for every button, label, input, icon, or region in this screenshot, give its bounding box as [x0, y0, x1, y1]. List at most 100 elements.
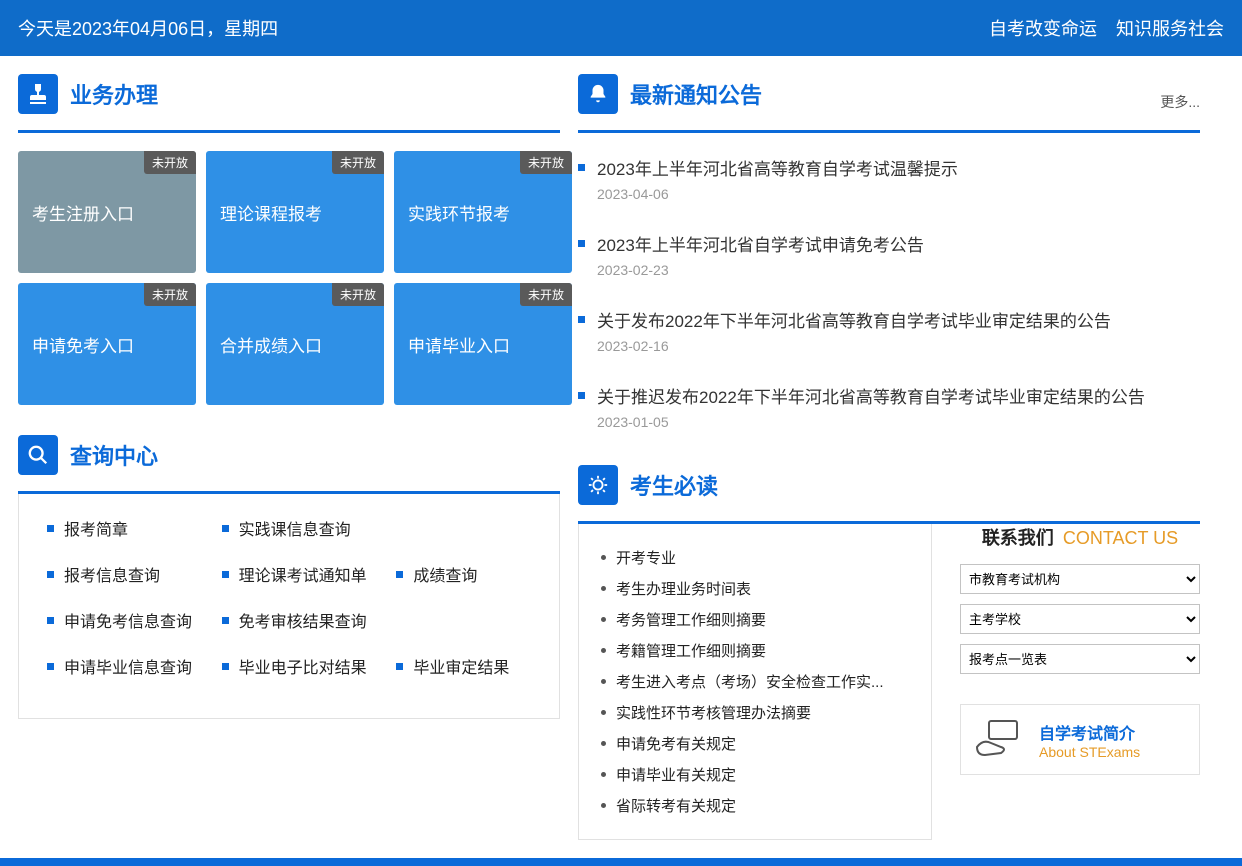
bullet-icon [47, 617, 54, 624]
tile-label: 理论课程报考 [220, 200, 370, 225]
search-icon [18, 435, 58, 475]
service-tile[interactable]: 未开放申请免考入口 [18, 283, 196, 405]
query-label: 成绩查询 [413, 562, 477, 586]
query-item[interactable]: 免考审核结果查询 [204, 608, 375, 632]
notice-title-text: 2023年上半年河北省高等教育自学考试温馨提示 [597, 155, 958, 180]
service-tile[interactable]: 未开放考生注册入口 [18, 151, 196, 273]
bullet-icon [47, 663, 54, 670]
contact-en: CONTACT US [1063, 528, 1178, 548]
query-label: 报考信息查询 [64, 562, 160, 586]
tile-label: 实践环节报考 [408, 200, 558, 225]
query-label: 申请免考信息查询 [64, 608, 192, 632]
status-badge: 未开放 [332, 151, 384, 174]
query-label: 毕业审定结果 [413, 654, 509, 678]
mustread-item[interactable]: 考籍管理工作细则摘要 [587, 635, 923, 666]
mustread-item[interactable]: 考生进入考点（考场）安全检查工作实... [587, 666, 923, 697]
mustread-item[interactable]: 开考专业 [587, 542, 923, 573]
query-item[interactable]: 理论课考试通知单 [204, 562, 375, 586]
notice-date: 2023-02-23 [597, 262, 1200, 278]
dot-icon [601, 586, 606, 591]
mustread-label: 考务管理工作细则摘要 [616, 609, 766, 630]
mustread-item[interactable]: 考生办理业务时间表 [587, 573, 923, 604]
bullet-icon [47, 525, 54, 532]
query-item[interactable]: 报考信息查询 [29, 562, 200, 586]
query-label: 免考审核结果查询 [239, 608, 367, 632]
query-label: 毕业电子比对结果 [239, 654, 367, 678]
dot-icon [601, 617, 606, 622]
service-tile[interactable]: 未开放合并成绩入口 [206, 283, 384, 405]
select-sites[interactable]: 报考点一览表 [960, 644, 1200, 674]
notice-title-text: 2023年上半年河北省自学考试申请免考公告 [597, 231, 924, 256]
service-tile[interactable]: 未开放申请毕业入口 [394, 283, 572, 405]
slogan-1: 自考改变命运 [989, 19, 1097, 39]
mustread-label: 省际转考有关规定 [616, 795, 736, 816]
top-bar: 今天是2023年04月06日，星期四 自考改变命运 知识服务社会 [0, 0, 1242, 56]
bullet-icon [222, 571, 229, 578]
query-item[interactable]: 毕业电子比对结果 [204, 654, 375, 678]
notice-list: 2023年上半年河北省高等教育自学考试温馨提示2023-04-062023年上半… [578, 141, 1200, 445]
more-link[interactable]: 更多... [1160, 92, 1200, 112]
tile-label: 考生注册入口 [32, 200, 182, 225]
notice-date: 2023-04-06 [597, 186, 1200, 202]
intro-line1: 自学考试简介 [1039, 720, 1140, 744]
notice-title-text: 关于推迟发布2022年下半年河北省高等教育自学考试毕业审定结果的公告 [597, 383, 1145, 408]
service-tile[interactable]: 未开放实践环节报考 [394, 151, 572, 273]
tile-label: 合并成绩入口 [220, 332, 370, 357]
mustread-label: 实践性环节考核管理办法摘要 [616, 702, 811, 723]
query-item[interactable]: 毕业审定结果 [378, 654, 549, 678]
query-label: 报考简章 [64, 516, 128, 540]
query-empty [378, 608, 549, 632]
dot-icon [601, 803, 606, 808]
bullet-icon [578, 164, 585, 171]
mustread-label: 考生办理业务时间表 [616, 578, 751, 599]
dot-icon [601, 772, 606, 777]
query-item[interactable]: 申请毕业信息查询 [29, 654, 200, 678]
status-badge: 未开放 [144, 151, 196, 174]
slogan-2: 知识服务社会 [1116, 19, 1224, 39]
query-header: 查询中心 [18, 435, 560, 475]
status-badge: 未开放 [332, 283, 384, 306]
query-label: 申请毕业信息查询 [64, 654, 192, 678]
mustread-item[interactable]: 省际转考有关规定 [587, 790, 923, 821]
query-item[interactable]: 报考简章 [29, 516, 200, 540]
mustread-label: 考籍管理工作细则摘要 [616, 640, 766, 661]
bullet-icon [396, 663, 403, 670]
mustread-item[interactable]: 申请免考有关规定 [587, 728, 923, 759]
notice-item[interactable]: 2023年上半年河北省高等教育自学考试温馨提示 2023-04-06 [578, 141, 1200, 217]
notice-item[interactable]: 关于发布2022年下半年河北省高等教育自学考试毕业审定结果的公告 2023-02-… [578, 293, 1200, 369]
bullet-icon [578, 392, 585, 399]
contact-cn: 联系我们 [982, 528, 1054, 548]
query-list: 报考简章 实践课信息查询报考信息查询 理论课考试通知单 成绩查询申请免考信息查询 免考审… [29, 516, 549, 678]
query-label: 实践课信息查询 [239, 516, 351, 540]
hand-card-icon [971, 717, 1025, 762]
dot-icon [601, 555, 606, 560]
notice-item[interactable]: 2023年上半年河北省自学考试申请免考公告 2023-02-23 [578, 217, 1200, 293]
notice-item[interactable]: 关于推迟发布2022年下半年河北省高等教育自学考试毕业审定结果的公告 2023-0… [578, 369, 1200, 445]
notice-title-text: 关于发布2022年下半年河北省高等教育自学考试毕业审定结果的公告 [597, 307, 1111, 332]
tile-label: 申请毕业入口 [408, 332, 558, 357]
notice-date: 2023-01-05 [597, 414, 1200, 430]
query-empty [378, 516, 549, 540]
dot-icon [601, 679, 606, 684]
notice-date: 2023-02-16 [597, 338, 1200, 354]
mustread-item[interactable]: 申请毕业有关规定 [587, 759, 923, 790]
query-item[interactable]: 实践课信息查询 [204, 516, 375, 540]
mustread-item[interactable]: 实践性环节考核管理办法摘要 [587, 697, 923, 728]
bullet-icon [578, 240, 585, 247]
services-title: 业务办理 [70, 78, 158, 110]
dot-icon [601, 710, 606, 715]
mustread-item[interactable]: 考务管理工作细则摘要 [587, 604, 923, 635]
status-badge: 未开放 [144, 283, 196, 306]
query-item[interactable]: 申请免考信息查询 [29, 608, 200, 632]
mustread-label: 申请免考有关规定 [616, 733, 736, 754]
query-item[interactable]: 成绩查询 [378, 562, 549, 586]
status-badge: 未开放 [520, 151, 572, 174]
dot-icon [601, 648, 606, 653]
bullet-icon [396, 571, 403, 578]
select-city-org[interactable]: 市教育考试机构 [960, 564, 1200, 594]
intro-box[interactable]: 自学考试简介 About STExams [960, 704, 1200, 775]
bullet-icon [222, 525, 229, 532]
stamp-icon [18, 74, 58, 114]
select-school[interactable]: 主考学校 [960, 604, 1200, 634]
service-tile[interactable]: 未开放理论课程报考 [206, 151, 384, 273]
